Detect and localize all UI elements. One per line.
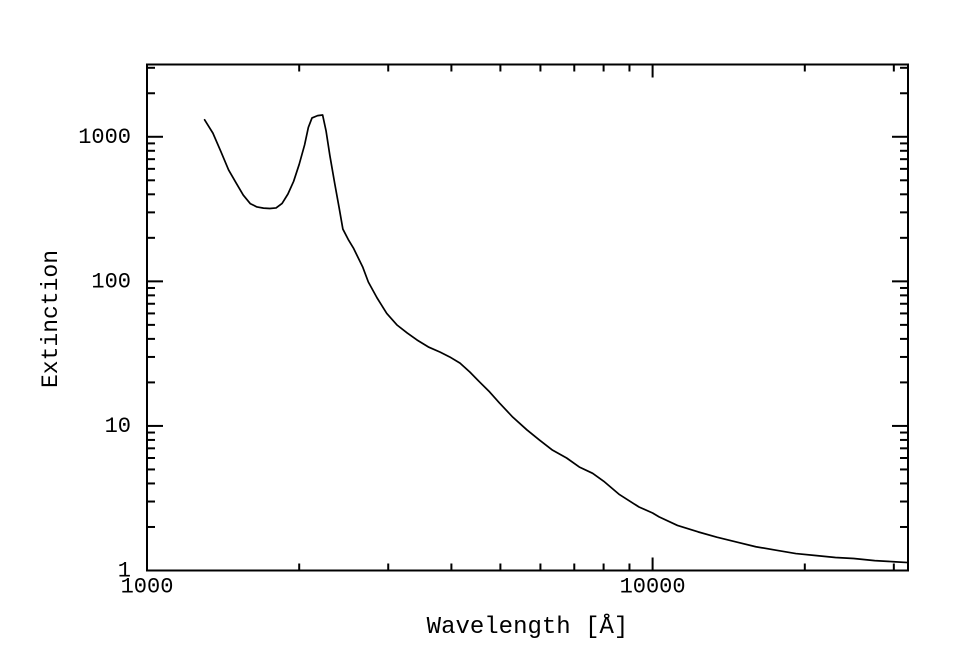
plot-border — [146, 63, 909, 572]
x-axis-title: Wavelength [Å] — [427, 613, 629, 641]
y-tick-label-10: 10 — [105, 414, 131, 439]
plot-frame — [146, 63, 909, 572]
y-tick-label-1: 1 — [118, 559, 131, 584]
y-tick-label-1000: 1000 — [78, 125, 131, 150]
x-tick-label-1000: 1000 — [121, 575, 174, 600]
axis-labels: 1000 10000 1 10 100 1000 Wavelength [Å] … — [38, 125, 686, 641]
y-axis-title: Extinction — [38, 250, 64, 388]
extinction-curve-line — [203, 114, 909, 564]
extinction-curve-path — [203, 114, 909, 564]
y-tick-label-100: 100 — [91, 269, 131, 294]
axis-ticks — [146, 64, 908, 572]
x-tick-label-10000: 10000 — [620, 575, 686, 600]
